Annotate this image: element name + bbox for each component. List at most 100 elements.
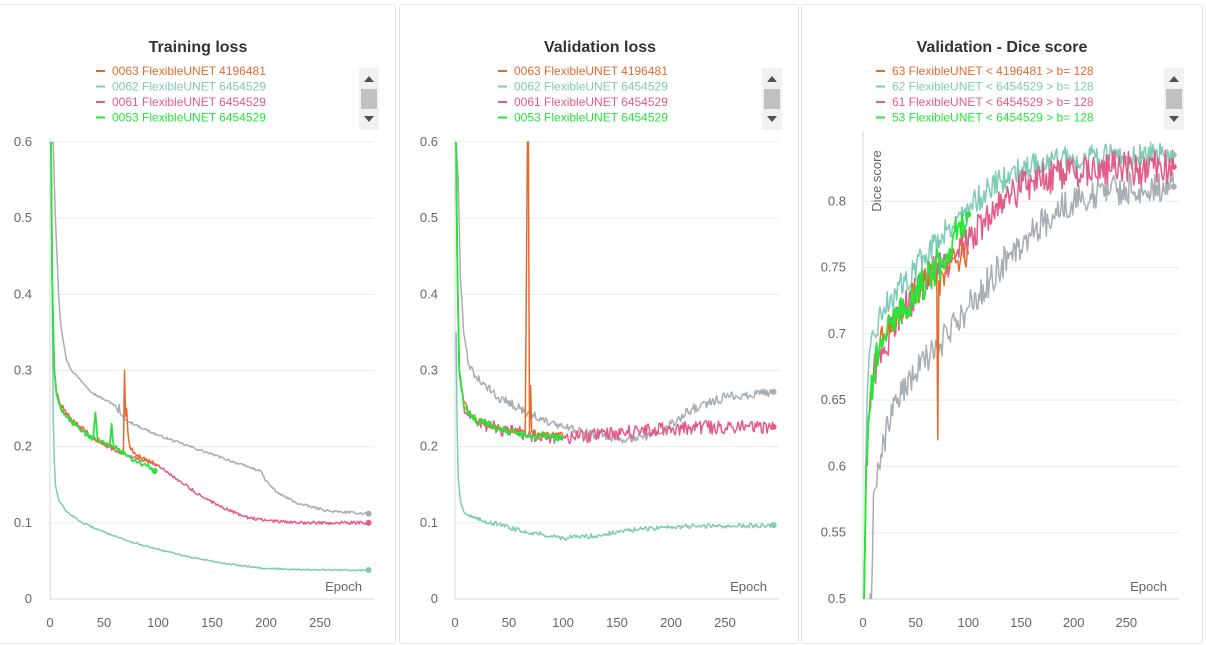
legend-label: 53 FlexibleUNET < 6454529 > b= 128 (892, 111, 1094, 125)
x-tick-label: 200 (660, 615, 682, 630)
legend-label: 62 FlexibleUNET < 6454529 > b= 128 (892, 80, 1094, 94)
series-line[interactable] (50, 141, 369, 572)
scroll-up-icon[interactable] (767, 76, 777, 82)
legend-label: 0053 FlexibleUNET 6454529 (514, 111, 668, 125)
x-axis-label: Epoch (730, 579, 767, 594)
legend-item[interactable]: 0053 FlexibleUNET 6454529 (498, 111, 668, 125)
y-tick-label: 0.55 (821, 525, 846, 540)
y-tick-label: 0.75 (821, 260, 846, 275)
series-line[interactable] (50, 141, 369, 516)
validation-dice-chart: Validation - Dice score 63 FlexibleUNET <… (821, 39, 1184, 630)
scroll-down-icon[interactable] (1169, 116, 1179, 122)
legend-scrollbar[interactable] (762, 68, 782, 130)
y-tick-label: 0.6 (828, 458, 846, 473)
y-tick-label: 0.65 (821, 392, 846, 407)
series-line[interactable] (863, 141, 1175, 599)
legend-item[interactable]: 0062 FlexibleUNET 6454529 (498, 80, 668, 94)
series-end-point[interactable] (770, 423, 777, 430)
x-tick-label: 100 (147, 615, 169, 630)
x-axis-label: Epoch (1130, 579, 1167, 594)
series-end-point[interactable] (770, 522, 777, 529)
scrollbar-thumb[interactable] (361, 89, 377, 109)
chart-title: Validation - Dice score (917, 39, 1088, 56)
series-end-point[interactable] (965, 211, 972, 218)
y-tick-label: 0.6 (420, 134, 438, 149)
legend-label: 61 FlexibleUNET < 6454529 > b= 128 (892, 95, 1094, 109)
series-line[interactable] (863, 149, 1175, 599)
series-line[interactable] (455, 141, 564, 442)
scroll-down-icon[interactable] (364, 116, 374, 122)
chart-title: Training loss (149, 39, 248, 56)
scroll-up-icon[interactable] (1169, 76, 1179, 82)
y-axis-label: Dice score (869, 150, 884, 211)
chart-panel-validation-dice: Validation - Dice score 63 FlexibleUNET <… (801, 4, 1203, 644)
series-line[interactable] (868, 171, 1175, 604)
series-end-point[interactable] (365, 567, 372, 574)
x-tick-label: 0 (859, 615, 866, 630)
series-end-point[interactable] (365, 510, 372, 517)
plot-area (50, 141, 370, 572)
scrollbar-thumb[interactable] (1166, 89, 1182, 109)
legend-item[interactable]: 0061 FlexibleUNET 6454529 (96, 95, 266, 109)
x-tick-label: 250 (1115, 615, 1137, 630)
scroll-down-icon[interactable] (767, 116, 777, 122)
x-tick-label: 150 (1010, 615, 1032, 630)
legend-label: 63 FlexibleUNET < 4196481 > b= 128 (892, 64, 1094, 78)
legend-label: 0053 FlexibleUNET 6454529 (112, 111, 266, 125)
series-line[interactable] (455, 141, 564, 438)
x-tick-label: 100 (957, 615, 979, 630)
legend-item[interactable]: 62 FlexibleUNET < 6454529 > b= 128 (876, 80, 1094, 94)
y-tick-label: 0.8 (828, 193, 846, 208)
legend-item[interactable]: 61 FlexibleUNET < 6454529 > b= 128 (876, 95, 1094, 109)
series-end-point[interactable] (1170, 151, 1177, 158)
chart-panel-training-loss: Training loss 0063 FlexibleUNET 4196481 00… (0, 4, 396, 644)
x-tick-label: 200 (1063, 615, 1085, 630)
series-line[interactable] (455, 332, 775, 541)
legend-item[interactable]: 0053 FlexibleUNET 6454529 (96, 111, 266, 125)
x-tick-label: 250 (309, 615, 331, 630)
x-tick-label: 150 (606, 615, 628, 630)
series-end-point[interactable] (365, 519, 372, 526)
legend-item[interactable]: 0061 FlexibleUNET 6454529 (498, 95, 668, 109)
series-end-point[interactable] (1170, 163, 1177, 170)
legend-label: 0061 FlexibleUNET 6454529 (112, 95, 266, 109)
scroll-up-icon[interactable] (364, 76, 374, 82)
legend-item[interactable]: 0063 FlexibleUNET 4196481 (96, 64, 266, 78)
x-tick-label: 50 (97, 615, 111, 630)
x-tick-label: 150 (201, 615, 223, 630)
y-tick-label: 0.3 (420, 363, 438, 378)
legend-label: 0062 FlexibleUNET 6454529 (514, 80, 668, 94)
y-tick-label: 0.5 (420, 210, 438, 225)
y-tick-label: 0.5 (14, 210, 32, 225)
series-end-point[interactable] (1170, 183, 1177, 190)
y-tick-label: 0.7 (828, 326, 846, 341)
legend-label: 0062 FlexibleUNET 6454529 (112, 80, 266, 94)
training-loss-chart: Training loss 0063 FlexibleUNET 4196481 00… (14, 39, 379, 630)
series-end-point[interactable] (151, 468, 158, 475)
plot-area (863, 141, 1175, 604)
scrollbar-thumb[interactable] (764, 89, 780, 109)
y-tick-label: 0.4 (420, 286, 438, 301)
legend-label: 0063 FlexibleUNET 4196481 (514, 64, 668, 78)
x-tick-label: 50 (502, 615, 516, 630)
y-tick-label: 0.3 (14, 363, 32, 378)
y-tick-label: 0.4 (14, 286, 32, 301)
y-tick-label: 0.1 (420, 515, 438, 530)
legend-item[interactable]: 53 FlexibleUNET < 6454529 > b= 128 (876, 111, 1094, 125)
legend-item[interactable]: 0063 FlexibleUNET 4196481 (498, 64, 668, 78)
y-tick-label: 0.1 (14, 515, 32, 530)
legend-scrollbar[interactable] (1164, 68, 1184, 130)
legend-item[interactable]: 0062 FlexibleUNET 6454529 (96, 80, 266, 94)
legend-scrollbar[interactable] (359, 68, 379, 130)
x-tick-label: 100 (552, 615, 574, 630)
series-line[interactable] (863, 213, 970, 599)
validation-loss-chart: Validation loss 0063 FlexibleUNET 4196481… (420, 39, 782, 630)
x-tick-label: 0 (451, 615, 458, 630)
series-line[interactable] (455, 141, 775, 444)
legend-item[interactable]: 63 FlexibleUNET < 4196481 > b= 128 (876, 64, 1094, 78)
series-end-point[interactable] (770, 388, 777, 395)
y-tick-label: 0.2 (420, 439, 438, 454)
legend-label: 0063 FlexibleUNET 4196481 (112, 64, 266, 78)
series-line[interactable] (50, 141, 370, 526)
series-line[interactable] (50, 141, 155, 473)
